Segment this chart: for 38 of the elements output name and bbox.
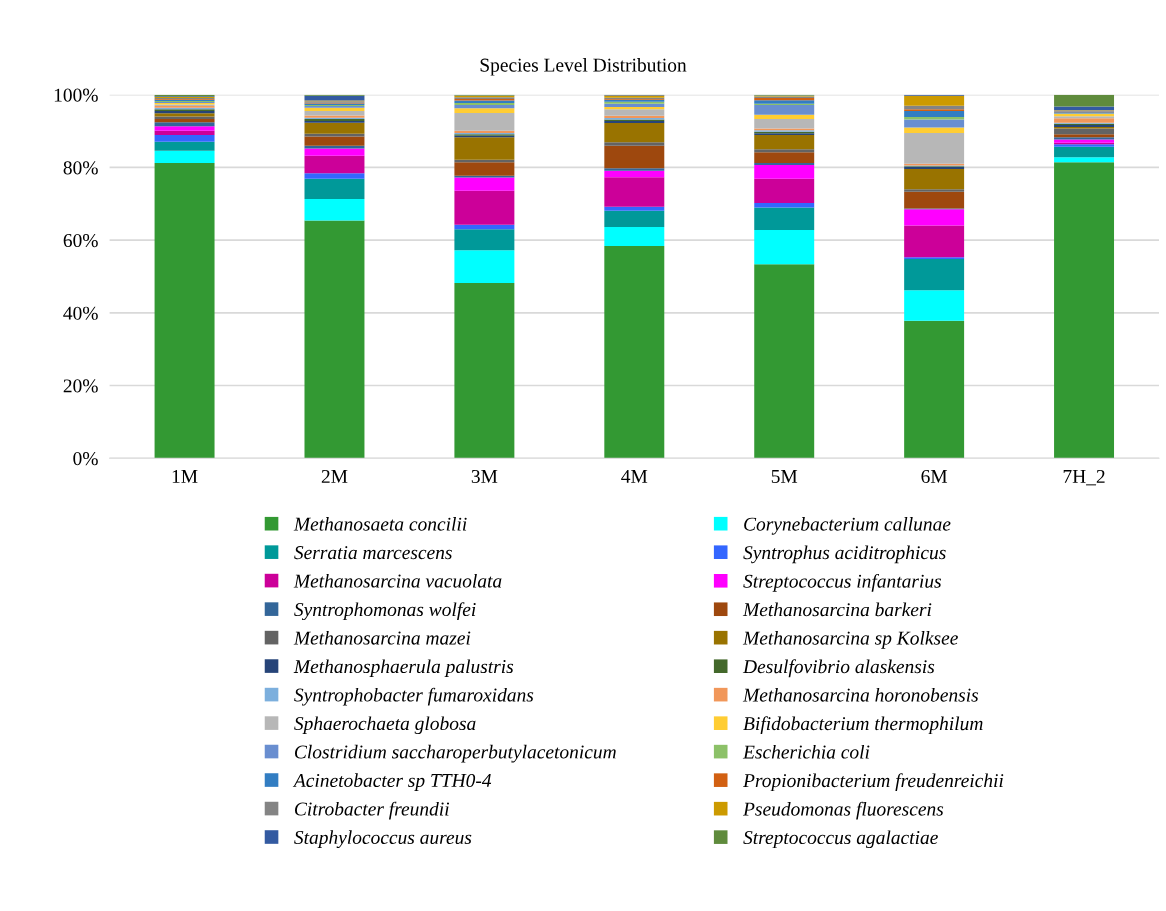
x-tick-label: 6M (921, 469, 948, 484)
legend-label: Bifidobacterium thermophilum (743, 716, 983, 735)
legend-label: Syntrophus aciditrophicus (743, 545, 946, 564)
y-tick-label: 100% (54, 88, 98, 102)
legend-label: Sphaerochaeta globosa (294, 716, 476, 735)
legend-label: Methanosarcina barkeri (742, 602, 932, 617)
legend-label: Methanosarcina sp Kolksee (742, 630, 958, 649)
legend-label: Streptococcus agalactiae (743, 830, 938, 849)
y-tick-label: 0% (73, 452, 98, 466)
chart-title: Species Level Distribution (480, 57, 687, 76)
legend-label: Methanosphaerula palustris (293, 659, 514, 678)
y-tick-label: 80% (63, 161, 98, 175)
x-tick-label: 3M (471, 469, 498, 484)
legend-label: Methanosarcina mazei (293, 630, 471, 645)
x-tick-label: 7H_2 (1063, 469, 1105, 486)
legend-label: Syntrophobacter fumaroxidans (294, 687, 534, 706)
legend-label: Syntrophomonas wolfei (294, 602, 476, 621)
x-tick-label: 5M (771, 470, 798, 484)
legend-label: Streptococcus infantarius (743, 573, 942, 592)
legend-label: Escherichia coli (742, 744, 870, 759)
legend-label: Desulfovibrio alaskensis (742, 659, 935, 678)
legend-label: Clostridium saccharoperbutylacetonicum (294, 744, 616, 763)
legend-label: Pseudomonas fluorescens (742, 801, 944, 820)
legend-label: Serratia marcescens (294, 546, 452, 560)
x-tick-label: 4M (621, 470, 648, 483)
legend-label: Methanosaeta concilii (293, 517, 467, 531)
legend-label: Citrobacter freundii (294, 801, 450, 820)
x-tick-label: 1M (172, 470, 198, 483)
legend-label: Acinetobacter sp TTH0-4 (292, 773, 492, 791)
y-tick-label: 60% (63, 233, 98, 248)
legend-label: Corynebacterium callunae (744, 517, 951, 535)
x-tick-label: 2M (321, 469, 348, 483)
legend-label: Propionibacterium freudenreichii (742, 773, 1004, 792)
y-tick-label: 20% (63, 379, 98, 393)
y-tick-label: 40% (63, 306, 98, 320)
legend-label: Staphylococcus aureus (294, 830, 472, 849)
legend-label: Methanosarcina vacuolata (293, 573, 502, 588)
legend-label: Methanosarcina horonobensis (742, 687, 979, 702)
